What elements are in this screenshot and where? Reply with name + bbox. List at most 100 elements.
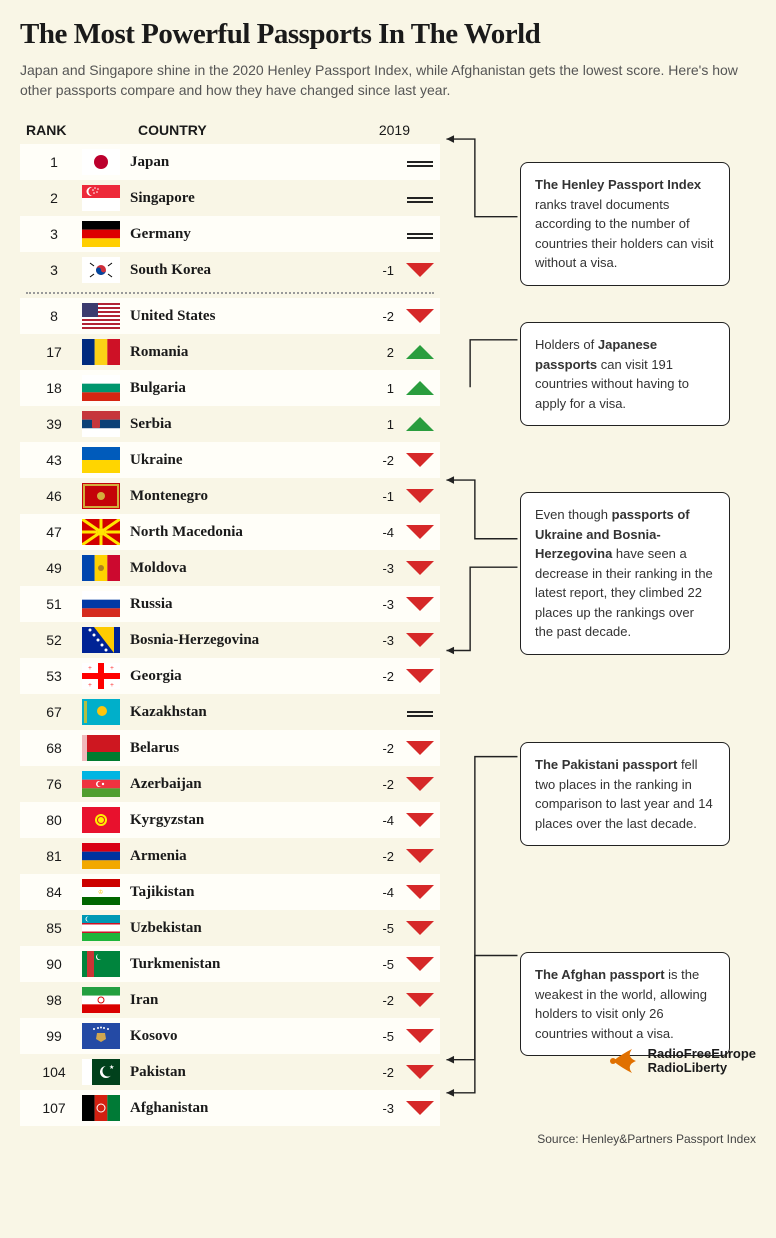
rank-value: 2: [26, 190, 82, 206]
rank-value: 1: [26, 154, 82, 170]
down-arrow-icon: [400, 957, 440, 971]
change-value: -2: [360, 777, 400, 792]
table-row: 81Armenia-2: [20, 838, 440, 874]
table-row: 18Bulgaria1: [20, 370, 440, 406]
rank-value: 67: [26, 704, 82, 720]
table-row: 46Montenegro-1: [20, 478, 440, 514]
down-arrow-icon: [400, 561, 440, 575]
equals-icon: [400, 161, 440, 163]
rank-value: 53: [26, 668, 82, 684]
change-value: -3: [360, 561, 400, 576]
down-arrow-icon: [400, 1065, 440, 1079]
change-value: -4: [360, 813, 400, 828]
svg-text:+: +: [88, 681, 92, 689]
country-name: Singapore: [130, 190, 360, 207]
rank-value: 18: [26, 380, 82, 396]
country-name: Iran: [130, 992, 360, 1009]
country-name: United States: [130, 308, 360, 325]
table-row: 104★Pakistan-2: [20, 1054, 440, 1090]
table-row: 39Serbia1: [20, 406, 440, 442]
rank-value: 76: [26, 776, 82, 792]
svg-text:+: +: [88, 664, 92, 672]
down-arrow-icon: [400, 453, 440, 467]
change-value: -5: [360, 957, 400, 972]
country-name: Georgia: [130, 668, 360, 685]
af-flag-icon: [82, 1095, 120, 1121]
md-flag-icon: [82, 555, 120, 581]
equals-icon: [400, 233, 440, 235]
rank-value: 39: [26, 416, 82, 432]
table-row: 51 Russia-3: [20, 586, 440, 622]
table-row: 67 Kazakhstan: [20, 694, 440, 730]
svg-text:♔: ♔: [98, 889, 103, 896]
rank-value: 52: [26, 632, 82, 648]
rank-value: 47: [26, 524, 82, 540]
source-line: Source: Henley&Partners Passport Index: [20, 1132, 756, 1146]
callout-box: The Henley Passport Index ranks travel d…: [520, 162, 730, 286]
table-row: 8United States-2: [20, 298, 440, 334]
down-arrow-icon: [400, 309, 440, 323]
jp-flag-icon: [82, 149, 120, 175]
rank-value: 104: [26, 1064, 82, 1080]
section-divider: [26, 292, 434, 294]
country-name: Germany: [130, 226, 360, 243]
uz-flag-icon: [82, 915, 120, 941]
change-value: 2: [360, 345, 400, 360]
country-name: Armenia: [130, 848, 360, 865]
country-name: Bulgaria: [130, 380, 360, 397]
change-value: -4: [360, 525, 400, 540]
down-arrow-icon: [400, 777, 440, 791]
az-flag-icon: [82, 771, 120, 797]
country-name: Moldova: [130, 560, 360, 577]
rank-value: 51: [26, 596, 82, 612]
ro-flag-icon: [82, 339, 120, 365]
country-name: Bosnia-Herzegovina: [130, 632, 360, 649]
change-value: -2: [360, 669, 400, 684]
table-row: 85Uzbekistan-5: [20, 910, 440, 946]
ba-flag-icon: [82, 627, 120, 653]
country-name: South Korea: [130, 262, 360, 279]
kr-flag-icon: [82, 257, 120, 283]
logo-line1: RadioFreeEurope: [648, 1047, 756, 1061]
ua-flag-icon: [82, 447, 120, 473]
rank-value: 85: [26, 920, 82, 936]
change-value: -4: [360, 885, 400, 900]
pk-flag-icon: ★: [82, 1059, 120, 1085]
table-row: 98Iran-2: [20, 982, 440, 1018]
country-name: Uzbekistan: [130, 920, 360, 937]
table-row: 90Turkmenistan-5: [20, 946, 440, 982]
country-name: Kyrgyzstan: [130, 812, 360, 829]
down-arrow-icon: [400, 525, 440, 539]
header-year: 2019: [350, 122, 440, 138]
down-arrow-icon: [400, 741, 440, 755]
country-name: Ukraine: [130, 452, 360, 469]
bg-flag-icon: [82, 375, 120, 401]
change-value: -2: [360, 309, 400, 324]
table-row: 49Moldova-3: [20, 550, 440, 586]
page-title: The Most Powerful Passports In The World: [20, 18, 756, 51]
kg-flag-icon: [82, 807, 120, 833]
country-name: Kazakhstan: [130, 704, 360, 721]
country-name: Belarus: [130, 740, 360, 757]
mk-flag-icon: [82, 519, 120, 545]
table-row: 68Belarus-2: [20, 730, 440, 766]
down-arrow-icon: [400, 1029, 440, 1043]
table-row: 76Azerbaijan-2: [20, 766, 440, 802]
change-value: -3: [360, 597, 400, 612]
ge-flag-icon: ++++: [82, 663, 120, 689]
change-value: -2: [360, 453, 400, 468]
down-arrow-icon: [400, 633, 440, 647]
table-row: 17Romania2: [20, 334, 440, 370]
change-value: -1: [360, 263, 400, 278]
kz-flag-icon: [82, 699, 120, 725]
country-name: Russia: [130, 596, 360, 613]
change-value: -3: [360, 1101, 400, 1116]
country-name: Pakistan: [130, 1064, 360, 1081]
country-name: Kosovo: [130, 1028, 360, 1045]
rank-value: 46: [26, 488, 82, 504]
de-flag-icon: [82, 221, 120, 247]
callout-box: Holders of Japanese passports can visit …: [520, 322, 730, 426]
header-country: COUNTRY: [90, 122, 350, 138]
rank-value: 43: [26, 452, 82, 468]
svg-text:+: +: [110, 664, 114, 672]
